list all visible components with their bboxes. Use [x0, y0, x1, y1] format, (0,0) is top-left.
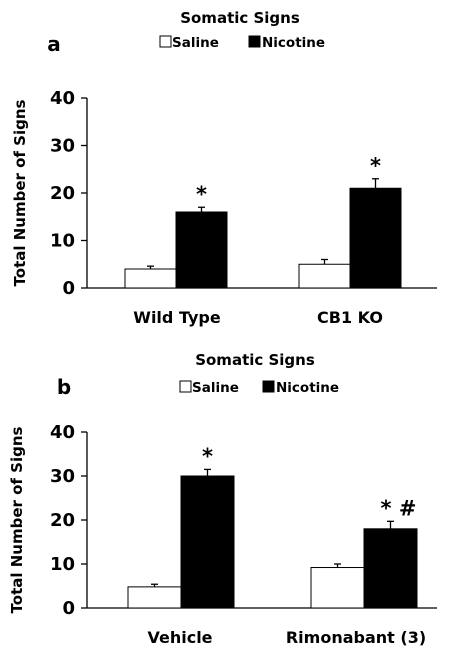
panel-a-bar-saline-1	[298, 263, 351, 289]
panel-b-y-tick-label: 40	[50, 422, 75, 443]
panel-a-y-ticks: 0 10 20 30 40	[50, 88, 87, 299]
panel-a-bar-saline-0	[124, 268, 177, 289]
panel-a-legend-swatch-nicotine	[248, 35, 261, 48]
panel-b-y-tick-label: 10	[50, 554, 75, 575]
panel-b-bar-saline-0	[127, 586, 182, 609]
panel-a-significance-marker: *	[196, 182, 207, 206]
panel-a-legend-swatch-saline	[159, 35, 172, 48]
panel-a-y-axis-label: Total Number of Signs	[11, 99, 29, 286]
panel-b-bar-saline-1	[310, 567, 365, 609]
panel-a-y-tick-label: 30	[50, 136, 75, 157]
panel-a-category-label-wild-type: Wild Type	[133, 308, 221, 327]
panel-a-category-label-cb1-ko: CB1 KO	[317, 308, 383, 327]
panel-b-legend: Saline Nicotine	[179, 380, 339, 396]
panel-a-legend: Saline Nicotine	[159, 35, 325, 51]
panel-a-legend-label-saline: Saline	[172, 35, 219, 51]
panel-b-error-bar-nicotine-0	[204, 468, 211, 476]
panel-b-y-tick-label: 0	[62, 598, 75, 619]
panel-a-bar-nicotine-1	[349, 187, 402, 289]
panel-b-y-tick-label: 30	[50, 466, 75, 487]
panel-a: Somatic Signs a Saline Nicotine Total Nu…	[11, 9, 437, 327]
panel-b-legend-swatch-nicotine	[262, 380, 275, 393]
panel-b-legend-swatch-saline	[179, 380, 192, 393]
panel-b-legend-label-saline: Saline	[192, 380, 239, 396]
panel-b-significance-marker: *	[202, 444, 213, 468]
panel-a-error-bar-saline-1	[321, 258, 328, 265]
panel-a-bar-nicotine-0	[175, 211, 228, 289]
panel-a-y-tick-label: 20	[50, 183, 75, 204]
panel-a-error-bar-nicotine-0	[198, 206, 205, 212]
panel-b-y-axis-label: Total Number of Signs	[8, 426, 26, 613]
panel-a-letter: a	[47, 32, 61, 56]
panel-b-category-label-rimonabant: Rimonabant (3)	[286, 628, 426, 647]
panel-a-significance-marker: *	[370, 154, 381, 178]
panel-b-error-bar-saline-0	[151, 583, 158, 587]
panel-b-legend-label-nicotine: Nicotine	[276, 380, 339, 396]
panel-a-y-tick-label: 10	[50, 231, 75, 252]
panel-b-error-bar-nicotine-1	[387, 520, 394, 529]
panel-b-error-bar-saline-1	[334, 563, 341, 568]
panel-b-letter: b	[57, 375, 71, 399]
panel-a-y-tick-label: 0	[62, 278, 75, 299]
panel-a-bars: **	[124, 154, 402, 289]
panel-a-title: Somatic Signs	[180, 9, 300, 27]
panel-b-y-tick-label: 20	[50, 510, 75, 531]
panel-b: Somatic Signs b Saline Nicotine Total Nu…	[8, 351, 437, 647]
panel-a-error-bar-nicotine-1	[372, 178, 379, 189]
panel-b-y-ticks: 0 10 20 30 40	[50, 422, 87, 619]
panel-b-bar-nicotine-1	[363, 528, 418, 609]
panel-b-bars: * * #	[127, 444, 418, 609]
panel-a-legend-label-nicotine: Nicotine	[262, 35, 325, 51]
panel-b-bar-nicotine-0	[180, 475, 235, 609]
panel-a-error-bar-saline-0	[147, 265, 154, 269]
panel-b-category-label-vehicle: Vehicle	[147, 628, 212, 647]
panel-a-y-tick-label: 40	[50, 88, 75, 109]
panel-b-significance-marker: * #	[381, 496, 417, 520]
panel-b-title: Somatic Signs	[195, 351, 315, 369]
